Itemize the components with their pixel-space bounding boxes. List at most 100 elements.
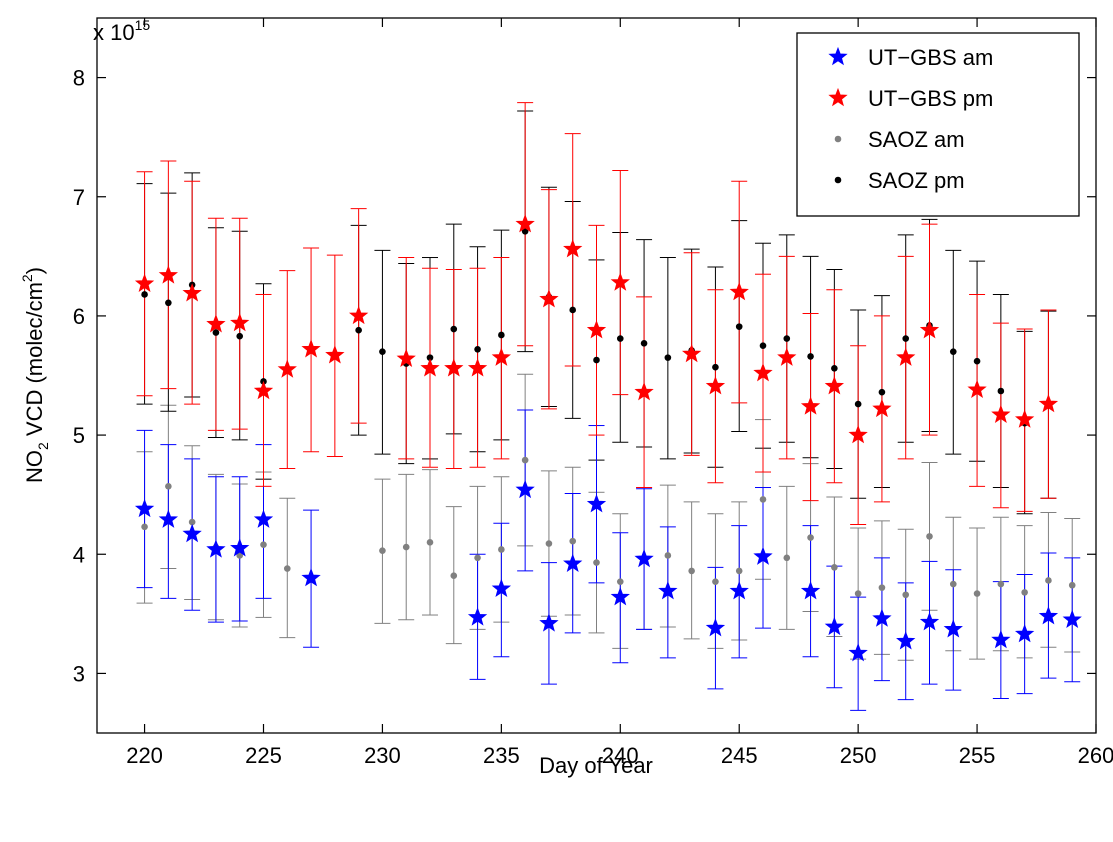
legend-item: SAOZ am xyxy=(834,127,965,152)
data-point-star xyxy=(824,616,845,636)
data-point-star xyxy=(396,348,416,368)
y-tick-label: 5 xyxy=(73,423,85,448)
data-point-star xyxy=(991,629,1011,649)
y-tick-label: 3 xyxy=(73,661,85,686)
data-point-star xyxy=(348,305,369,325)
data-point-star xyxy=(158,265,179,284)
y-tick-label: 4 xyxy=(73,542,85,567)
data-point-dot xyxy=(997,387,1005,395)
data-point-dot xyxy=(735,323,743,330)
legend-label: UT−GBS am xyxy=(868,45,993,70)
data-point-dot xyxy=(688,567,695,575)
data-point-star xyxy=(658,581,678,600)
exponent-label: x 1015 xyxy=(93,17,150,45)
data-point-star xyxy=(824,376,845,395)
data-point-star xyxy=(848,424,868,444)
legend-dot-icon xyxy=(834,176,842,184)
data-point-dot xyxy=(379,547,386,554)
data-point-dot xyxy=(616,335,624,342)
data-point-star xyxy=(491,347,512,366)
x-tick-label: 255 xyxy=(959,743,996,768)
x-tick-label: 260 xyxy=(1078,743,1113,768)
data-point-dot xyxy=(165,299,172,307)
markers-layer xyxy=(134,214,1082,662)
data-point-star xyxy=(444,358,464,377)
data-point-dot xyxy=(498,546,505,553)
data-point-star xyxy=(253,380,274,400)
data-point-star xyxy=(230,312,250,332)
legend-item: SAOZ pm xyxy=(834,168,965,193)
data-point-dot xyxy=(426,354,434,361)
data-point-dot xyxy=(997,580,1005,588)
data-point-dot xyxy=(141,291,148,298)
data-point-star xyxy=(586,494,607,513)
data-point-star xyxy=(563,239,583,258)
data-point-dot xyxy=(545,540,553,547)
data-point-dot xyxy=(902,591,910,599)
axis-ticks: 220 225 230 235 240 245 250 255 260 3 4 5 6 7 8 xyxy=(73,18,1113,768)
data-point-star xyxy=(634,548,654,568)
data-point-dot xyxy=(807,353,814,360)
data-point-star xyxy=(277,359,297,378)
x-axis-label: Day of Year xyxy=(539,753,653,778)
data-point-star xyxy=(182,523,202,543)
data-point-dot xyxy=(854,590,862,597)
data-point-star xyxy=(467,358,488,377)
data-point-star xyxy=(563,553,583,572)
x-tick-label: 245 xyxy=(721,743,758,768)
data-point-dot xyxy=(735,567,743,575)
data-point-star xyxy=(967,379,987,399)
data-point-dot xyxy=(783,554,791,562)
data-point-dot xyxy=(1068,581,1076,589)
data-point-dot xyxy=(165,483,172,490)
data-point-dot xyxy=(712,578,719,585)
data-point-star xyxy=(539,613,559,632)
data-point-dot xyxy=(926,533,933,540)
data-point-star xyxy=(1038,606,1059,625)
data-point-dot xyxy=(854,400,862,408)
data-point-star xyxy=(586,320,607,339)
data-point-dot xyxy=(498,331,505,339)
legend-item: UT−GBS am xyxy=(828,45,993,70)
legend-label: SAOZ pm xyxy=(868,168,965,193)
data-point-star xyxy=(753,546,773,565)
data-point-star xyxy=(705,617,726,637)
y-tick-label: 8 xyxy=(73,66,85,91)
x-tick-label: 225 xyxy=(245,743,282,768)
data-point-dot xyxy=(450,325,458,333)
data-point-dot xyxy=(664,354,672,361)
data-point-dot xyxy=(949,580,957,588)
data-point-dot xyxy=(616,578,624,585)
data-point-star xyxy=(1014,623,1035,643)
x-tick-label: 250 xyxy=(840,743,877,768)
data-point-star xyxy=(919,320,940,339)
data-point-dot xyxy=(973,357,981,365)
data-point-star xyxy=(134,273,155,292)
data-point-star xyxy=(467,607,488,626)
legend: UT−GBS am UT−GBS pm SAOZ am SAOZ pm xyxy=(796,32,1080,217)
legend-box xyxy=(796,32,1080,217)
data-point-dot xyxy=(1045,577,1052,584)
data-point-dot xyxy=(878,584,886,591)
data-point-star xyxy=(610,272,630,291)
data-point-star xyxy=(872,608,892,627)
data-point-dot xyxy=(593,356,600,364)
data-point-star xyxy=(134,498,155,518)
data-point-star xyxy=(301,339,321,358)
legend-label: UT−GBS pm xyxy=(868,86,993,111)
x-tick-label: 240 xyxy=(602,743,639,768)
data-point-star xyxy=(705,376,726,395)
data-point-star xyxy=(1038,393,1059,413)
data-point-dot xyxy=(902,335,910,342)
data-point-dot xyxy=(759,496,767,503)
data-point-star xyxy=(1062,609,1082,628)
data-point-dot xyxy=(236,332,244,340)
x-tick-label: 220 xyxy=(126,743,163,768)
legend-item: UT−GBS pm xyxy=(828,86,993,111)
data-point-dot xyxy=(569,537,577,545)
data-point-star xyxy=(491,578,512,598)
data-point-star xyxy=(206,314,226,333)
data-point-star xyxy=(515,479,535,499)
data-point-dot xyxy=(188,518,196,526)
data-point-dot xyxy=(949,348,957,355)
